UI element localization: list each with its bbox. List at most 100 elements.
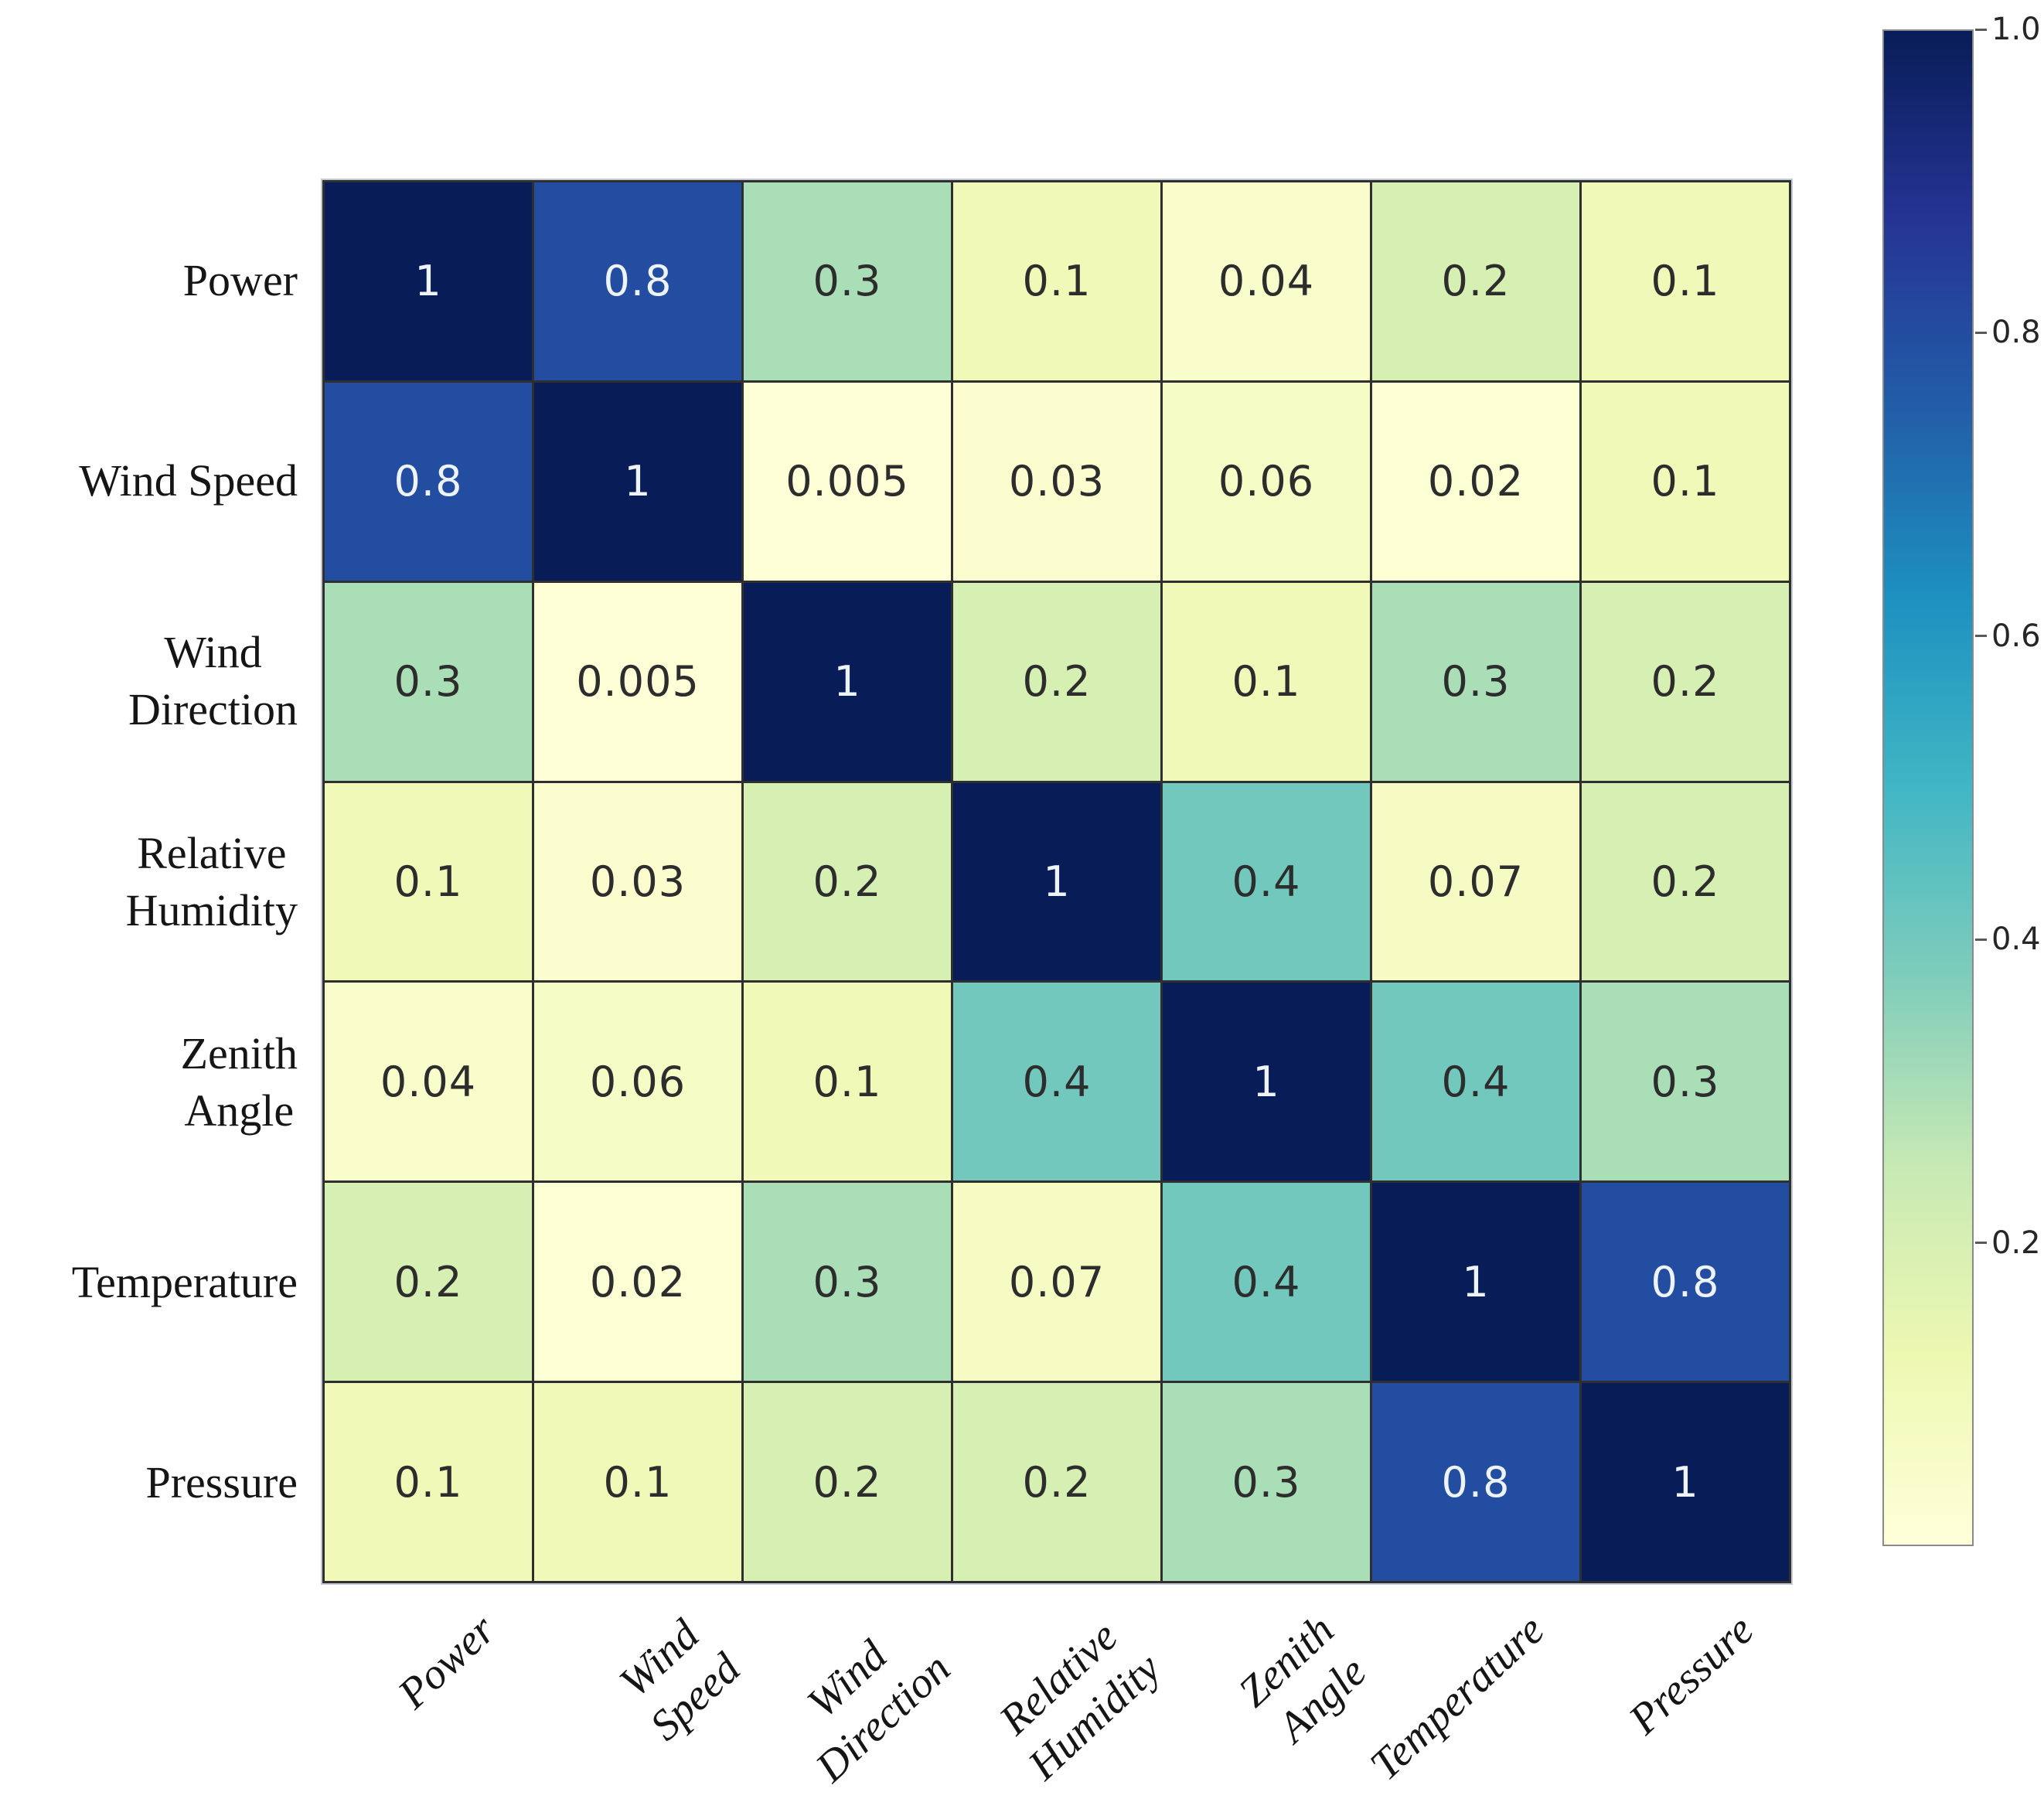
- heatmap-cell: 0.3: [325, 582, 532, 781]
- heatmap-cell: 0.1: [534, 1383, 741, 1581]
- heatmap-cell: 0.4: [1163, 1183, 1370, 1381]
- heatmap-cell: 0.2: [953, 582, 1160, 781]
- colorbar-tick-mark: [1975, 331, 1987, 334]
- heatmap-cell: 0.06: [1163, 382, 1370, 581]
- cell-value: 0.1: [1232, 657, 1301, 707]
- heatmap-cell: 0.2: [325, 1183, 532, 1381]
- cell-value: 0.2: [1651, 857, 1720, 906]
- tick-label-line: Power: [182, 254, 298, 305]
- tick-label-line: Pressure: [1620, 1606, 1763, 1744]
- heatmap-cell: 0.1: [1582, 382, 1789, 581]
- cell-value: 0.1: [1651, 457, 1720, 506]
- cell-value: 0.005: [785, 457, 909, 506]
- heatmap-cell: 0.8: [1372, 1383, 1579, 1581]
- cell-value: 0.3: [812, 257, 882, 306]
- cell-value: 0.4: [1441, 1057, 1511, 1106]
- cell-value: 1: [624, 457, 652, 506]
- heatmap-cell: 0.1: [953, 182, 1160, 380]
- heatmap-cell: 1: [1582, 1383, 1789, 1581]
- cell-value: 0.1: [393, 857, 463, 906]
- heatmap-cell: 0.1: [1163, 582, 1370, 781]
- cell-value: 0.2: [1651, 657, 1720, 707]
- tick-label-line: Wind Speed: [79, 455, 298, 506]
- tick-label-line: Pressure: [145, 1457, 298, 1508]
- colorbar-tick-mark: [1975, 1242, 1987, 1245]
- heatmap-cell: 0.2: [1582, 782, 1789, 981]
- heatmap-cell: 0.04: [1163, 182, 1370, 380]
- cell-value: 0.03: [589, 857, 686, 906]
- x-tick-label: Power: [387, 1604, 506, 1720]
- heatmap-cell: 0.3: [1582, 983, 1789, 1181]
- heatmap-cell: 0.3: [1163, 1383, 1370, 1581]
- cell-value: 0.06: [1218, 457, 1315, 506]
- tick-label-line: Temperature: [1361, 1606, 1554, 1790]
- tick-label-line: Direction: [128, 684, 298, 735]
- heatmap-cell: 0.04: [325, 983, 532, 1181]
- heatmap-cell: 0.2: [744, 1383, 951, 1581]
- heatmap-cell: 0.005: [744, 382, 951, 581]
- y-tick-label: Power: [183, 252, 298, 309]
- cell-value: 1: [414, 257, 442, 306]
- heatmap-cell: 0.2: [744, 782, 951, 981]
- cell-value: 0.3: [1651, 1057, 1720, 1106]
- tick-label-line: Relative: [137, 827, 287, 878]
- cell-value: 0.1: [393, 1457, 463, 1507]
- heatmap-cell: 0.06: [534, 983, 741, 1181]
- cell-value: 0.3: [812, 1257, 882, 1306]
- cell-value: 0.8: [393, 457, 463, 506]
- heatmap-cell: 0.3: [744, 1183, 951, 1381]
- heatmap-cell: 0.005: [534, 582, 741, 781]
- cell-value: 0.8: [1441, 1457, 1511, 1507]
- x-tick-label: Wind Direction: [769, 1604, 962, 1794]
- heatmap-cell: 0.02: [534, 1183, 741, 1381]
- heatmap-cell: 0.3: [744, 182, 951, 380]
- cell-value: 0.02: [1427, 457, 1524, 506]
- x-tick-label: Zenith Angle: [1228, 1604, 1381, 1757]
- cell-value: 0.04: [380, 1057, 477, 1106]
- cell-value: 0.07: [1008, 1257, 1105, 1306]
- cell-value: 0.8: [603, 257, 673, 306]
- cell-value: 0.2: [812, 1457, 882, 1507]
- cell-value: 0.04: [1218, 257, 1315, 306]
- heatmap-cell: 0.1: [325, 1383, 532, 1581]
- colorbar-tick-label: 0.4: [1991, 922, 2041, 958]
- colorbar-tick-mark: [1975, 28, 1987, 31]
- y-tick-label: Pressure: [145, 1454, 298, 1511]
- cell-value: 0.2: [1022, 657, 1092, 707]
- heatmap-cell: 0.03: [953, 382, 1160, 581]
- x-tick-label: Pressure: [1619, 1604, 1765, 1746]
- colorbar-tick-label: 0.8: [1991, 315, 2041, 351]
- y-tick-label: Wind Speed: [79, 452, 298, 509]
- heatmap-cell: 0.2: [1582, 582, 1789, 781]
- cell-value: 0.1: [812, 1057, 882, 1106]
- heatmap-cell: 0.02: [1372, 382, 1579, 581]
- colorbar-tick-mark: [1975, 635, 1987, 638]
- cell-value: 0.06: [589, 1057, 686, 1106]
- y-tick-label: Wind Direction: [128, 624, 298, 738]
- y-tick-label: Zenith Angle: [181, 1025, 298, 1140]
- cell-value: 0.005: [576, 657, 700, 707]
- heatmap-cell: 0.4: [953, 983, 1160, 1181]
- cell-value: 0.1: [1651, 257, 1720, 306]
- cell-value: 1: [833, 657, 861, 707]
- y-tick-label: Temperature: [72, 1254, 298, 1311]
- cell-value: 0.4: [1022, 1057, 1092, 1106]
- heatmap-cell: 0.2: [953, 1383, 1160, 1581]
- cell-value: 0.2: [1022, 1457, 1092, 1507]
- heatmap-cell: 0.1: [744, 983, 951, 1181]
- cell-value: 0.4: [1232, 857, 1301, 906]
- x-tick-label: Relative Humidity: [982, 1604, 1172, 1791]
- heatmap-cell: 0.4: [1163, 782, 1370, 981]
- cell-value: 0.2: [812, 857, 882, 906]
- cell-value: 1: [1252, 1057, 1280, 1106]
- cell-value: 0.2: [393, 1257, 463, 1306]
- heatmap-cell: 0.8: [534, 182, 741, 380]
- cell-value: 0.8: [1651, 1257, 1720, 1306]
- tick-label-line: Power: [388, 1606, 505, 1719]
- y-tick-label: Relative Humidity: [126, 824, 298, 939]
- heatmap-cell: 1: [744, 582, 951, 781]
- tick-label-line: Humidity: [125, 884, 298, 935]
- tick-label-line: Zenith: [180, 1027, 298, 1078]
- cell-value: 0.02: [589, 1257, 686, 1306]
